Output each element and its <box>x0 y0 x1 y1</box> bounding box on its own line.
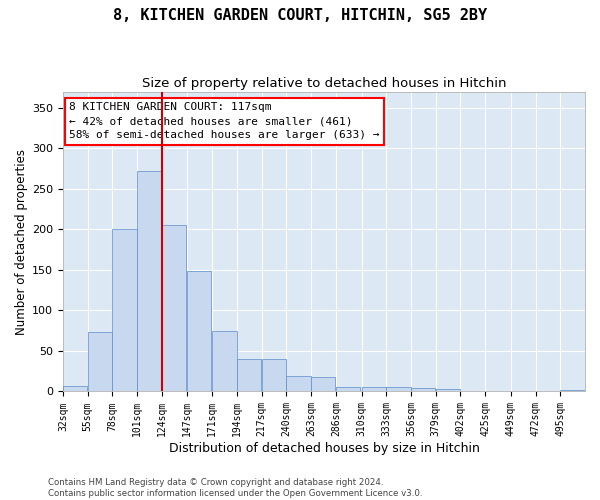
Bar <box>112 228 137 392</box>
Text: 8, KITCHEN GARDEN COURT, HITCHIN, SG5 2BY: 8, KITCHEN GARDEN COURT, HITCHIN, SG5 2B… <box>113 8 487 22</box>
X-axis label: Distribution of detached houses by size in Hitchin: Distribution of detached houses by size … <box>169 442 479 455</box>
Bar <box>137 171 161 392</box>
Bar <box>386 388 410 392</box>
Bar <box>262 359 286 392</box>
Bar <box>286 376 311 392</box>
Bar <box>460 390 485 392</box>
Y-axis label: Number of detached properties: Number of detached properties <box>15 148 28 334</box>
Text: Contains HM Land Registry data © Crown copyright and database right 2024.
Contai: Contains HM Land Registry data © Crown c… <box>48 478 422 498</box>
Bar <box>311 377 335 392</box>
Bar <box>411 388 435 392</box>
Bar <box>88 332 112 392</box>
Text: 8 KITCHEN GARDEN COURT: 117sqm
← 42% of detached houses are smaller (461)
58% of: 8 KITCHEN GARDEN COURT: 117sqm ← 42% of … <box>69 102 380 140</box>
Bar <box>336 386 360 392</box>
Bar <box>187 270 211 392</box>
Bar <box>560 390 584 392</box>
Bar <box>436 389 460 392</box>
Bar <box>162 226 186 392</box>
Title: Size of property relative to detached houses in Hitchin: Size of property relative to detached ho… <box>142 78 506 90</box>
Bar <box>63 386 87 392</box>
Bar <box>362 386 386 392</box>
Bar <box>237 359 261 392</box>
Bar <box>212 330 236 392</box>
